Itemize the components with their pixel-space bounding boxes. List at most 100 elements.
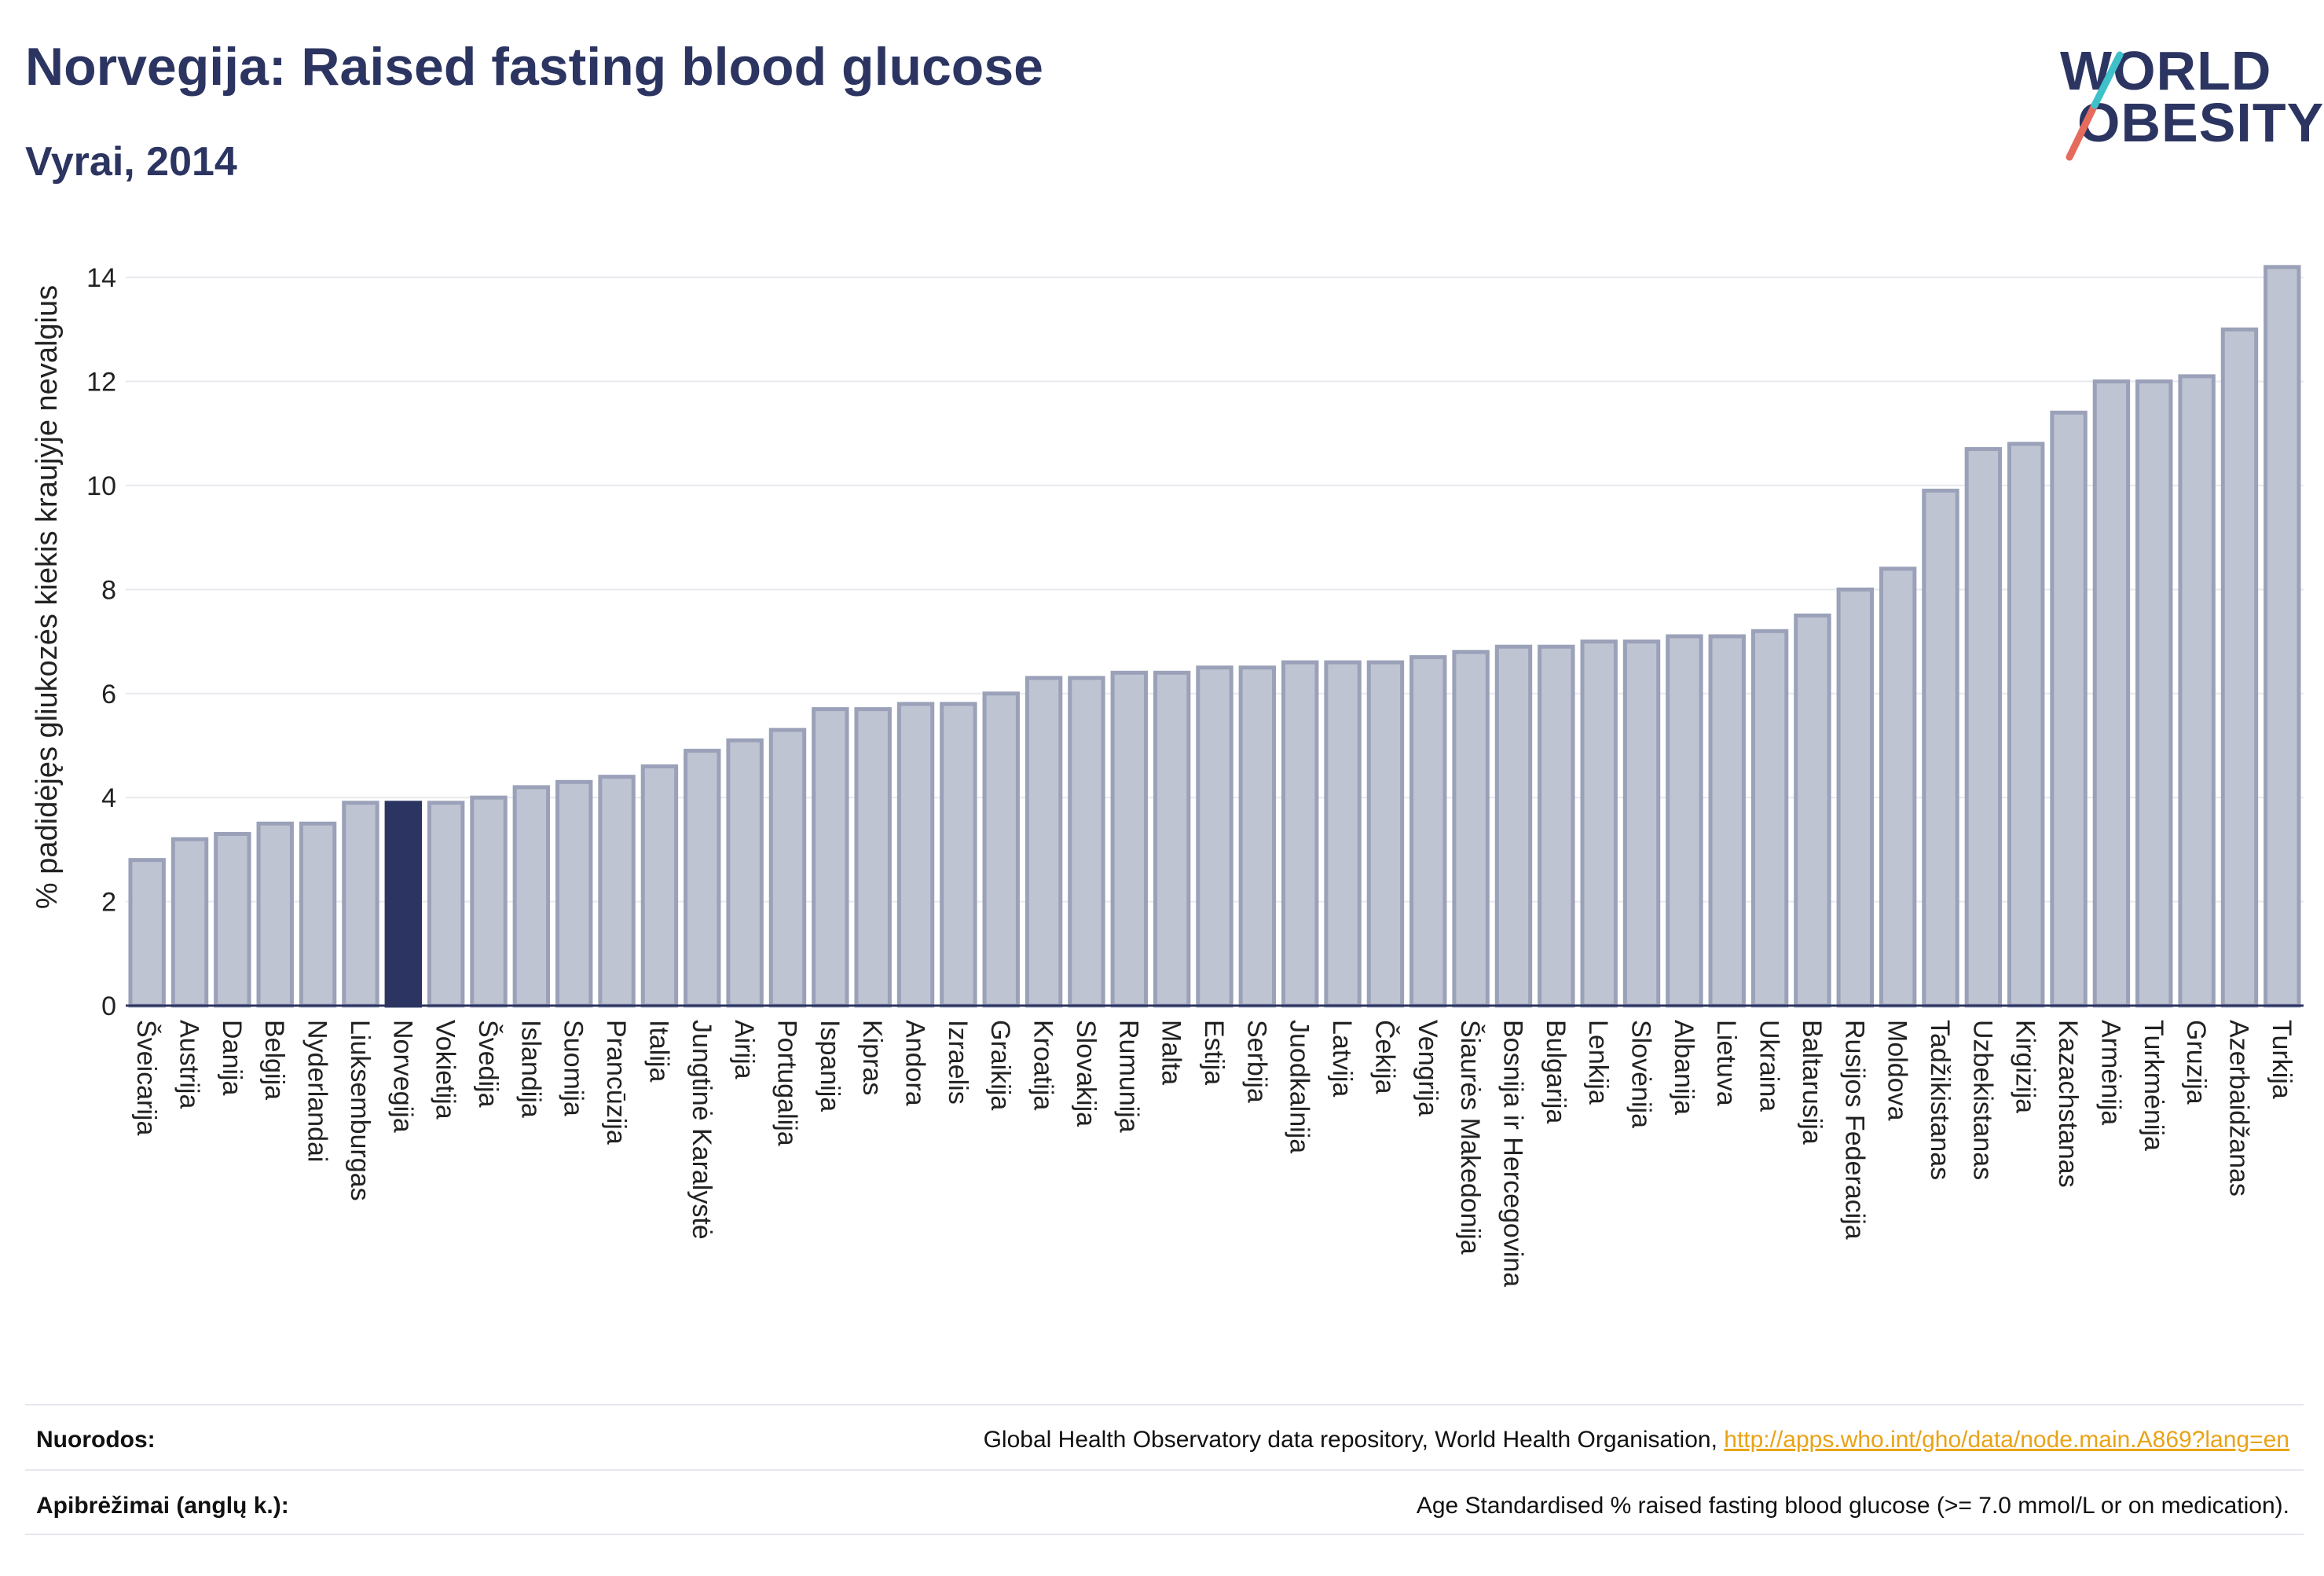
bar: [1068, 676, 1105, 1008]
x-tick-label: Ukraina: [1754, 1020, 1784, 1112]
bar: [1110, 670, 1148, 1008]
x-tick-label: Nyderlandai: [302, 1020, 332, 1162]
bar: [170, 837, 209, 1008]
x-tick-label: Rusijos Federacija: [1839, 1020, 1869, 1240]
bar: [1153, 670, 1191, 1008]
bar: [2092, 379, 2131, 1008]
x-tick-label: Liuksemburgas: [345, 1020, 375, 1201]
x-tick-label: Izraelis: [943, 1020, 973, 1105]
bar: [768, 728, 807, 1008]
x-tick-label: Bosnija ir Hercegovina: [1497, 1020, 1527, 1287]
y-tick-label: 14: [86, 263, 116, 293]
bar: [1750, 629, 1789, 1008]
bar: [1708, 634, 1746, 1008]
bar: [2135, 379, 2173, 1008]
bar: [256, 821, 294, 1008]
x-tick-label: Islandija: [515, 1020, 545, 1118]
logo-line-2: OBESITY: [2077, 92, 2324, 153]
bar: [555, 779, 593, 1008]
x-tick-label: Vengrija: [1413, 1020, 1442, 1116]
sources-link[interactable]: http://apps.who.int/gho/data/node.main.A…: [1724, 1427, 2289, 1453]
x-tick-label: Norvegija: [387, 1020, 417, 1133]
bar: [1196, 665, 1233, 1008]
bar: [214, 832, 251, 1008]
x-tick-label: Vokietija: [431, 1020, 460, 1120]
bar: [896, 702, 935, 1008]
bar: [1366, 660, 1405, 1008]
bar: [1666, 634, 1703, 1008]
x-tick-label: Ispanija: [815, 1020, 845, 1112]
x-tick-label: Latvija: [1327, 1020, 1357, 1097]
y-axis-label: % padidėjęs gliukozės kiekis kraujyje ne…: [31, 285, 64, 909]
bar: [1409, 654, 1447, 1008]
x-tick-label: Albanija: [1669, 1020, 1699, 1115]
x-tick-label: Danija: [217, 1020, 247, 1095]
x-tick-label: Gruzija: [2181, 1020, 2211, 1105]
bar: [1922, 489, 1959, 1008]
bar: [299, 821, 337, 1008]
footer-divider: [25, 1404, 2304, 1406]
x-tick-label: Malta: [1157, 1020, 1186, 1085]
x-tick-label: Bulgarija: [1541, 1020, 1571, 1123]
x-tick-label: Portugalija: [772, 1020, 801, 1146]
x-tick-label: Lietuva: [1711, 1020, 1741, 1106]
logo-line-1: WORLD: [2060, 40, 2272, 101]
x-tick-label: Šveicarija: [131, 1020, 161, 1135]
x-tick-label: Graikija: [985, 1020, 1015, 1110]
world-obesity-logo: WORLD OBESITY: [2043, 31, 2323, 173]
bar: [1494, 644, 1533, 1008]
x-tick-label: Turkmėnija: [2139, 1020, 2168, 1151]
bar: [128, 858, 166, 1008]
definitions-label: Apibrėžimai (anglų k.):: [36, 1493, 289, 1519]
x-tick-label: Juodkalnija: [1285, 1020, 1314, 1153]
bar: [1836, 587, 1874, 1008]
x-tick-label: Austrija: [174, 1020, 204, 1109]
bar: [854, 707, 892, 1008]
x-tick-label: Prancūzija: [601, 1020, 631, 1145]
x-tick-label: Kirgizija: [2011, 1020, 2040, 1113]
x-tick-label: Turkija: [2267, 1020, 2297, 1099]
bar-chart: 0 2 4 6 8 10 12 14 % padidėjęs gliukozės kiekis …: [31, 263, 2304, 1287]
x-tick-label: Andora: [900, 1020, 930, 1106]
bar: [2050, 410, 2088, 1008]
bar: [2264, 265, 2301, 1008]
bar: [1580, 640, 1618, 1008]
x-tick-label: Uzbekistanas: [1967, 1020, 1997, 1180]
x-tick-label: Suomija: [559, 1020, 588, 1116]
bar: [1879, 566, 1917, 1008]
bar: [812, 707, 849, 1008]
x-tick-label: Kroatija: [1028, 1020, 1058, 1110]
x-tick-label: Lenkija: [1583, 1020, 1613, 1105]
x-tick-label: Čekija: [1369, 1020, 1399, 1094]
x-tick-label: Estija: [1199, 1020, 1229, 1085]
bar: [1452, 650, 1490, 1008]
y-tick-label: 10: [86, 471, 116, 501]
y-tick-label: 2: [101, 888, 116, 918]
bar: [384, 801, 422, 1008]
bar: [598, 775, 636, 1008]
x-tick-label: Azerbaidžanas: [2223, 1020, 2253, 1197]
bar: [684, 749, 721, 1008]
footer-divider: [25, 1534, 2304, 1535]
sources-label: Nuorodos:: [36, 1427, 156, 1453]
bar: [1794, 613, 1831, 1008]
bar: [1324, 660, 1362, 1008]
bar: [940, 702, 977, 1008]
x-tick-label: Moldova: [1882, 1020, 1912, 1121]
x-tick-label: Serbija: [1241, 1020, 1271, 1103]
y-tick-label: 8: [101, 575, 116, 605]
y-tick-label: 0: [101, 991, 116, 1021]
bar: [2178, 374, 2216, 1008]
x-tick-label: Belgija: [259, 1020, 289, 1100]
bar: [470, 795, 508, 1008]
sources-text: Global Health Observatory data repositor…: [983, 1427, 1725, 1453]
y-tick-label: 6: [101, 680, 116, 709]
x-tick-label: Slovėnija: [1626, 1020, 1656, 1128]
bar: [640, 764, 679, 1008]
bar: [2220, 327, 2259, 1008]
y-tick-label: 12: [86, 368, 116, 398]
chart-subtitle: Vyrai, 2014: [25, 139, 237, 185]
bar: [427, 801, 465, 1008]
logo-slash-icon: [2066, 51, 2124, 161]
x-tick-label: Rumunija: [1113, 1020, 1143, 1133]
